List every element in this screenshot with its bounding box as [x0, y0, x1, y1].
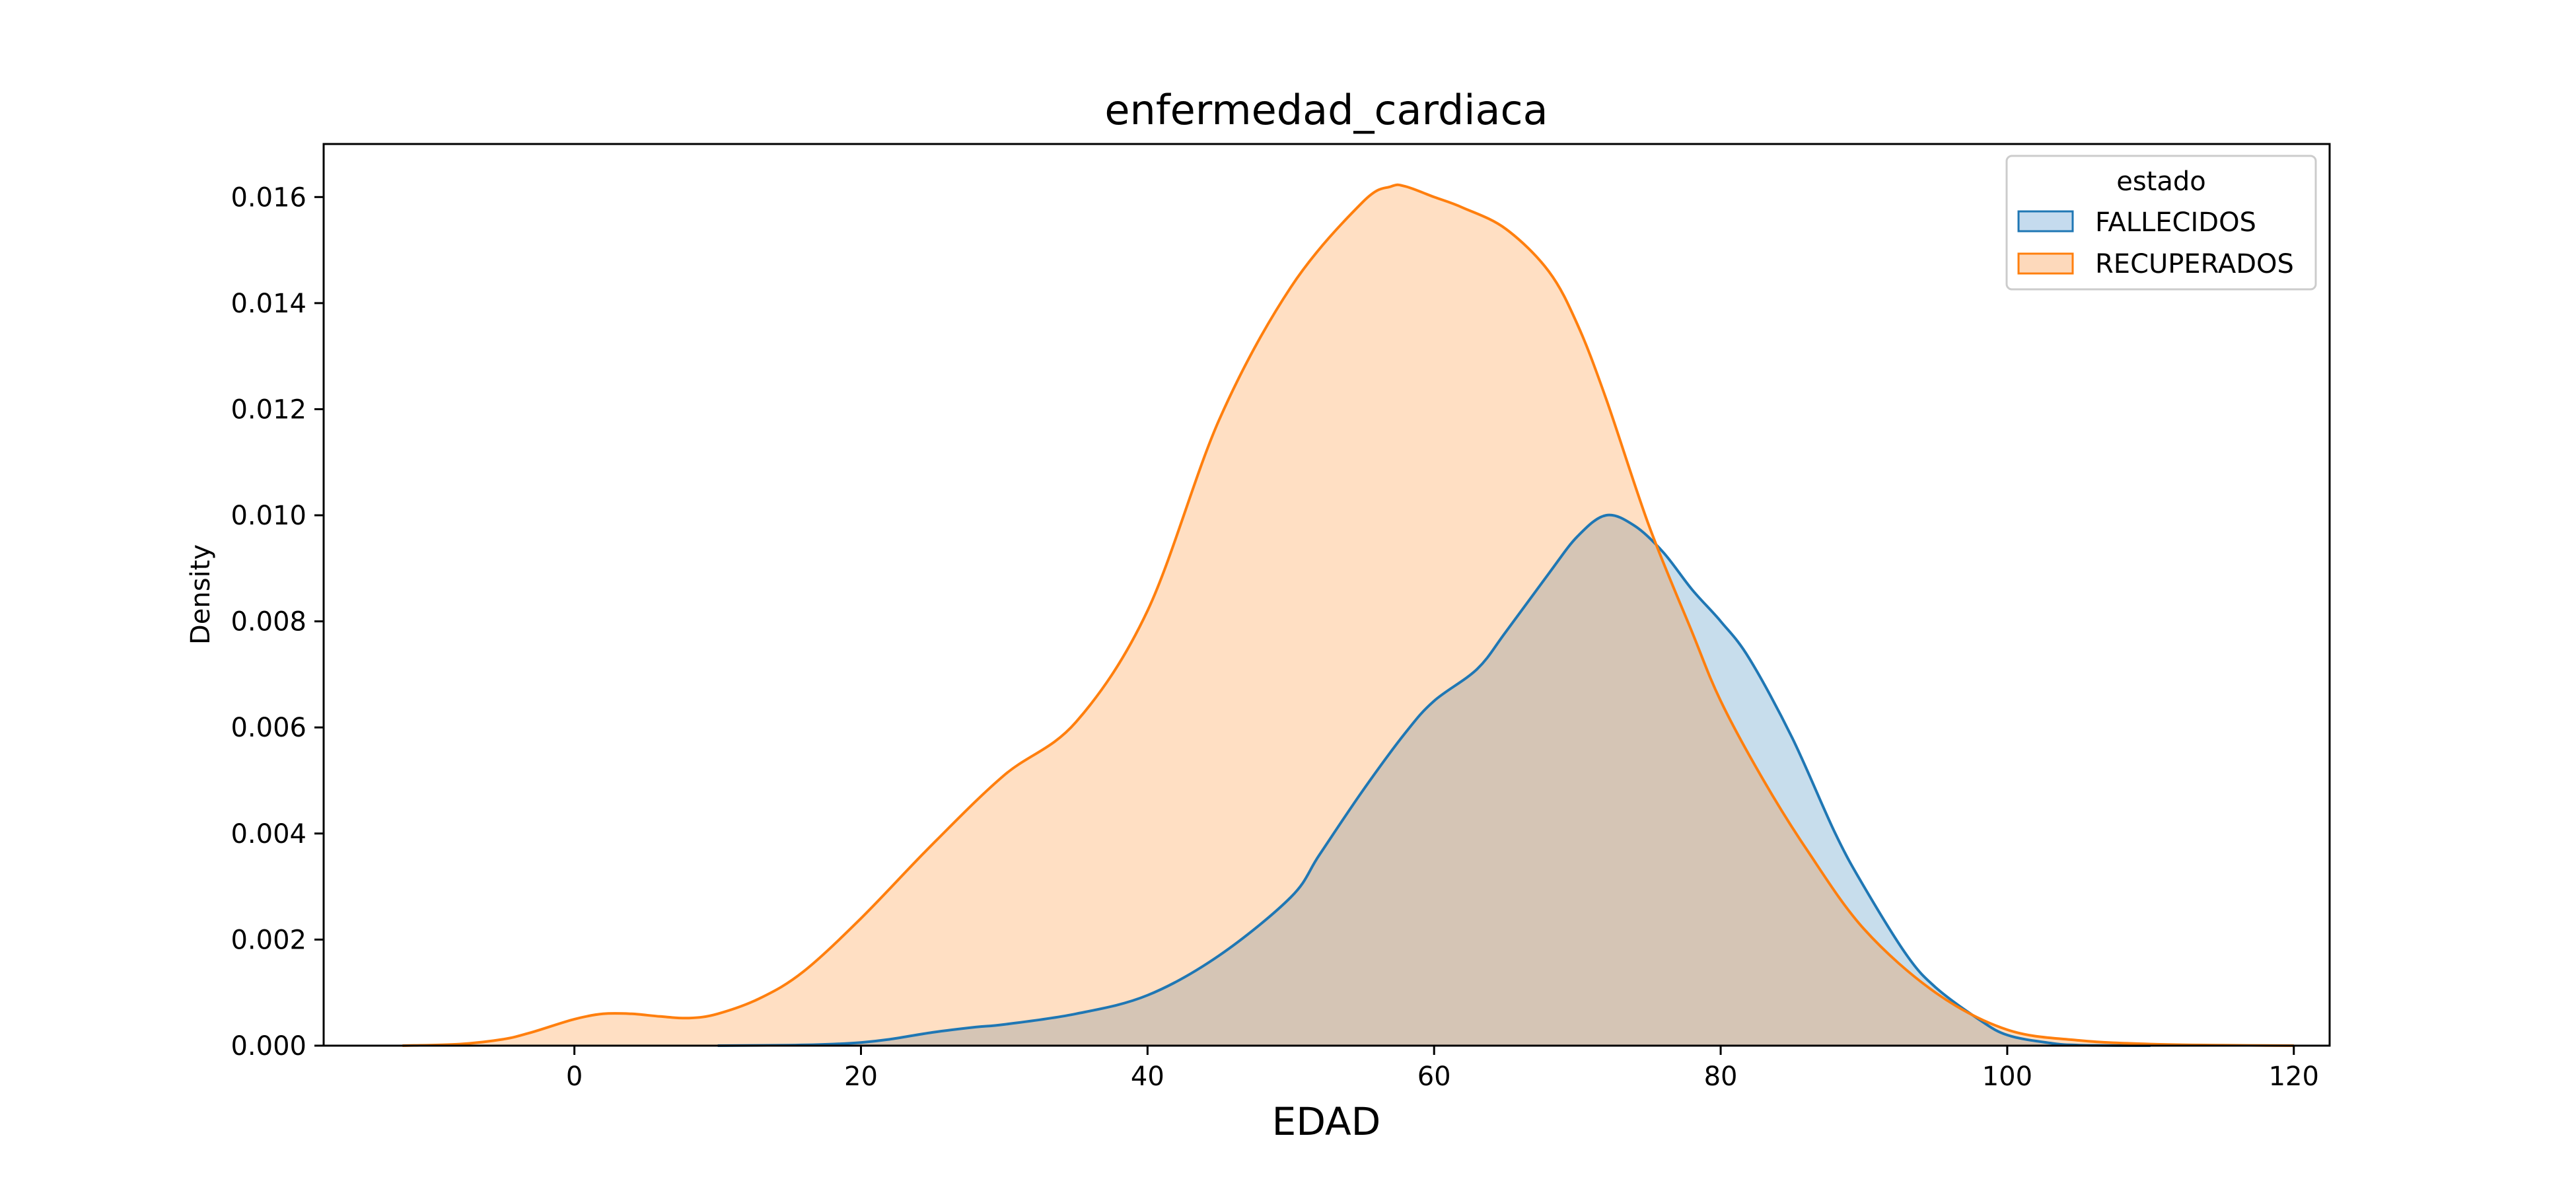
series-line-fallecidos	[717, 513, 2151, 1047]
y-tick-label: 0.006	[231, 713, 306, 743]
legend-label-fallecidos: FALLECIDOS	[2095, 207, 2256, 238]
y-tick-label: 0.014	[231, 289, 306, 319]
x-tick-label: 80	[1704, 1062, 1738, 1092]
x-tick-label: 0	[566, 1062, 583, 1092]
series-area-fallecidos	[717, 515, 2151, 1046]
y-tick-label: 0.016	[231, 182, 306, 213]
legend-box	[2005, 155, 2317, 291]
y-tick-label: 0.012	[231, 394, 306, 425]
x-axis: 0 20 40 60 80 100 120	[566, 1046, 2319, 1092]
x-tick-label: 20	[844, 1062, 878, 1092]
x-tick-label: 100	[1982, 1062, 2032, 1092]
legend-swatch-fallecidos	[2017, 210, 2074, 233]
legend-label-recuperados: RECUPERADOS	[2095, 249, 2294, 279]
y-tick-label: 0.010	[231, 501, 306, 531]
y-axis-label: Density	[186, 544, 216, 645]
x-tick-label: 40	[1131, 1062, 1164, 1092]
legend: estado FALLECIDOS RECUPERADOS	[2005, 155, 2317, 291]
x-tick-label: 60	[1417, 1062, 1451, 1092]
chart-title: enfermedad_cardiaca	[1104, 86, 1548, 134]
series-area-recuperados	[402, 184, 2294, 1046]
y-axis: 0.000 0.002 0.004 0.006 0.008 0.010 0.012 0.014…	[231, 182, 324, 1062]
legend-swatch-recuperados	[2017, 252, 2074, 275]
plot-area	[402, 183, 2294, 1047]
legend-title: estado	[2116, 166, 2206, 197]
y-tick-label: 0.008	[231, 607, 306, 637]
x-tick-label: 120	[2269, 1062, 2319, 1092]
y-tick-label: 0.002	[231, 925, 306, 955]
y-tick-label: 0.000	[231, 1031, 306, 1062]
series-line-recuperados	[402, 183, 2294, 1047]
x-axis-label: EDAD	[1272, 1099, 1381, 1144]
y-tick-label: 0.004	[231, 819, 306, 849]
plot-frame	[322, 143, 2331, 1047]
